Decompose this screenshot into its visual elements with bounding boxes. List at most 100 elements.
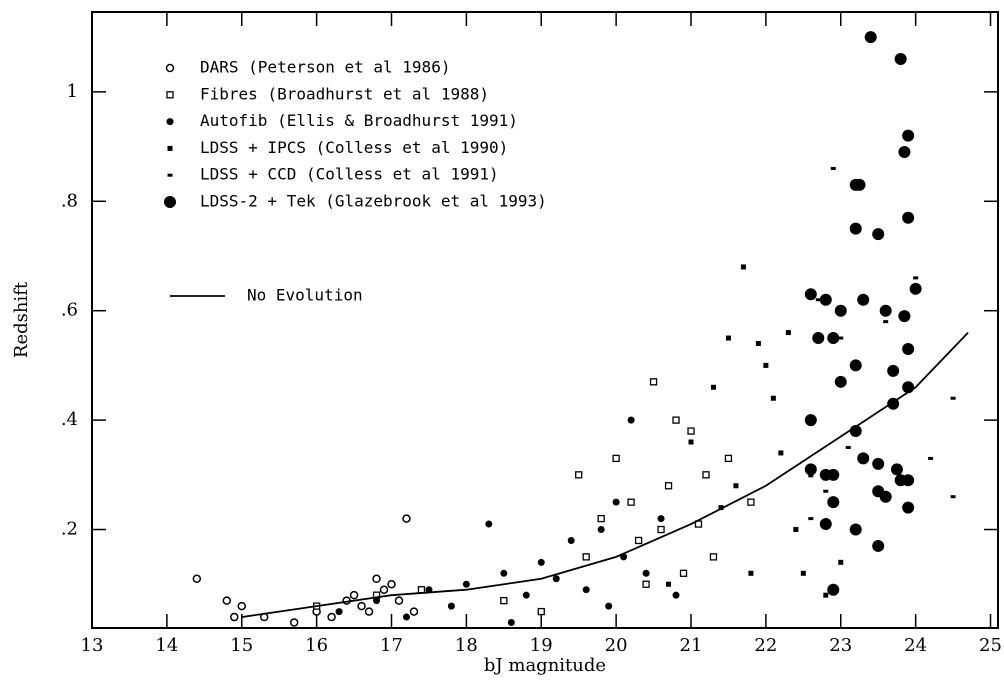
legend-label: LDSS + CCD (Colless et al 1991)	[200, 165, 499, 184]
point	[222, 596, 232, 605]
legend-label: Autofib (Ellis & Broadhurst 1991)	[200, 111, 518, 130]
point	[582, 553, 590, 561]
point	[387, 579, 396, 589]
y-axis-label: Redshift	[11, 281, 32, 358]
point	[778, 450, 784, 456]
legend-marker	[165, 63, 175, 73]
point	[500, 569, 508, 577]
point	[724, 454, 733, 463]
plot-frame	[91, 11, 999, 629]
point	[902, 501, 915, 514]
point	[364, 607, 374, 616]
point	[485, 520, 493, 528]
point	[447, 602, 455, 610]
point	[928, 456, 934, 460]
point	[349, 590, 359, 600]
point	[950, 495, 956, 499]
point	[823, 592, 829, 598]
point	[357, 601, 366, 611]
point	[335, 608, 343, 616]
point	[657, 515, 665, 523]
point	[849, 222, 862, 235]
point	[575, 471, 583, 479]
legend-marker	[167, 145, 173, 151]
point	[857, 293, 870, 306]
x-tick-label: 23	[829, 635, 852, 656]
point	[289, 618, 299, 627]
point	[688, 439, 694, 445]
x-tick-label: 18	[455, 635, 478, 656]
point	[815, 298, 821, 302]
x-tick-label: 22	[754, 635, 777, 656]
point	[642, 569, 650, 577]
point	[649, 378, 658, 386]
point	[537, 558, 545, 566]
point	[642, 580, 650, 588]
x-tick-label: 16	[305, 635, 328, 656]
point	[417, 586, 426, 594]
point	[702, 471, 710, 479]
point	[770, 395, 776, 401]
point	[462, 580, 470, 588]
point	[373, 597, 381, 605]
point	[834, 375, 847, 388]
point	[827, 332, 840, 345]
legend-marker	[166, 118, 174, 126]
x-tick-label: 14	[155, 635, 178, 656]
point	[710, 384, 716, 390]
point	[522, 591, 530, 599]
point	[849, 359, 862, 372]
point	[793, 527, 799, 533]
point	[834, 304, 847, 317]
point	[845, 445, 851, 449]
point	[379, 585, 389, 594]
point	[666, 581, 672, 587]
legend-label: No Evolution	[247, 286, 363, 305]
point	[657, 525, 665, 534]
point	[894, 53, 907, 66]
point	[879, 490, 892, 503]
x-tick-label: 21	[680, 635, 703, 656]
x-tick-label: 19	[530, 635, 553, 656]
point	[950, 396, 956, 400]
point	[898, 146, 911, 159]
point	[883, 320, 889, 324]
y-tick-label: 1	[67, 81, 78, 102]
y-tick-label: .4	[61, 409, 78, 430]
point	[755, 341, 761, 347]
point	[237, 601, 247, 611]
x-tick-label: 20	[605, 635, 628, 656]
point	[819, 293, 832, 306]
point	[725, 335, 731, 341]
point	[890, 463, 903, 476]
point	[857, 452, 870, 465]
point	[507, 619, 515, 627]
legend-label: DARS (Peterson et al 1986)	[200, 58, 450, 77]
point	[898, 310, 911, 323]
point	[804, 288, 817, 301]
x-tick-label: 15	[230, 635, 253, 656]
point	[327, 612, 336, 622]
y-tick-label: .6	[61, 300, 78, 321]
x-tick-label: 24	[904, 635, 927, 656]
point	[827, 583, 840, 596]
y-tick-label: .2	[61, 519, 78, 540]
no-evolution-curve	[241, 331, 969, 618]
point	[552, 575, 560, 583]
point	[747, 498, 755, 506]
point	[823, 489, 829, 493]
point	[785, 330, 791, 336]
point	[394, 596, 404, 605]
point	[740, 264, 746, 270]
point	[804, 463, 817, 476]
point	[718, 505, 724, 511]
point	[372, 574, 381, 584]
legend-marker	[166, 91, 174, 99]
point	[672, 416, 680, 424]
point	[612, 498, 620, 506]
point	[804, 414, 817, 427]
point	[872, 457, 885, 470]
point	[872, 228, 885, 241]
point	[500, 596, 508, 605]
